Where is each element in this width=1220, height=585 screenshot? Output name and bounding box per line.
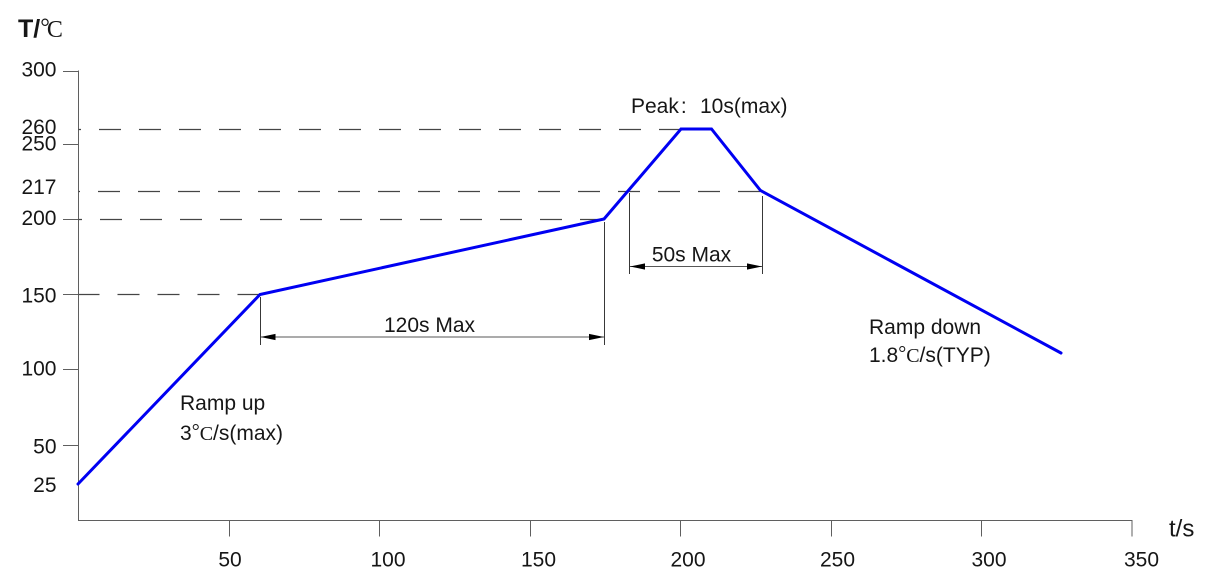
svg-text:200: 200 xyxy=(21,207,56,230)
svg-text:120s Max: 120s Max xyxy=(384,314,476,337)
svg-text:50: 50 xyxy=(33,436,56,459)
svg-text:50: 50 xyxy=(218,549,241,572)
svg-text:300: 300 xyxy=(971,549,1006,572)
svg-text:350: 350 xyxy=(1124,549,1159,572)
svg-text:250: 250 xyxy=(820,549,855,572)
svg-text:300: 300 xyxy=(21,59,56,82)
svg-text:100: 100 xyxy=(370,549,405,572)
svg-text:T/°C: T/°C xyxy=(18,15,63,43)
svg-text:1.8°C/s(TYP): 1.8°C/s(TYP) xyxy=(869,343,991,368)
svg-text:200: 200 xyxy=(670,549,705,572)
svg-text:150: 150 xyxy=(21,285,56,308)
svg-text:100: 100 xyxy=(21,358,56,381)
svg-text:3°C/s(max): 3°C/s(max) xyxy=(180,421,283,446)
svg-text:t/s: t/s xyxy=(1169,516,1194,543)
svg-text:217: 217 xyxy=(21,176,56,199)
svg-text:Peak:10s(max): Peak: 10s(max) xyxy=(631,95,788,118)
svg-text:Ramp up: Ramp up xyxy=(180,392,265,415)
svg-text:50s Max: 50s Max xyxy=(652,244,732,267)
svg-text:260: 260 xyxy=(21,116,56,139)
svg-text:250: 250 xyxy=(21,132,56,155)
svg-text:Ramp down: Ramp down xyxy=(869,316,981,339)
svg-text:25: 25 xyxy=(33,474,56,497)
svg-text:150: 150 xyxy=(521,549,556,572)
